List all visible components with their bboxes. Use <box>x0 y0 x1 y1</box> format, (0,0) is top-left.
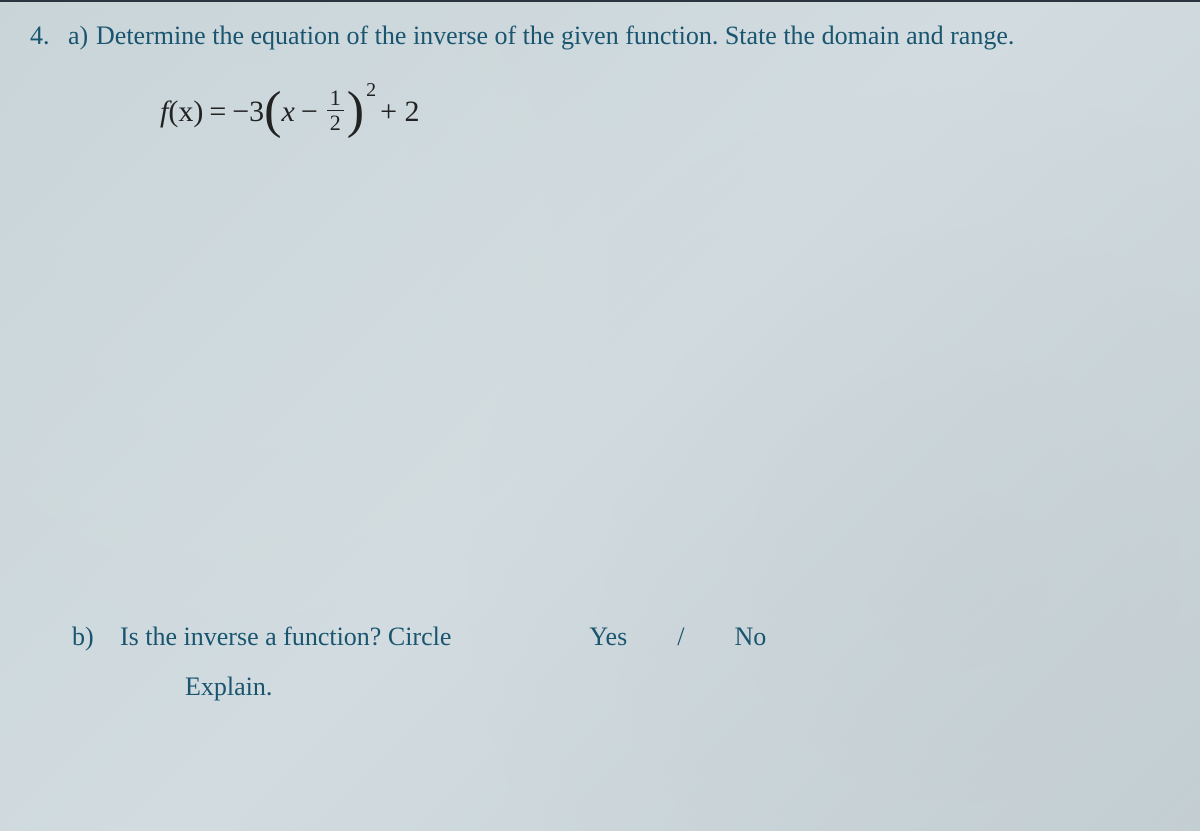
formula-lparen: ( <box>264 90 281 132</box>
option-slash: / <box>677 622 684 652</box>
page-content: 4. a) Determine the equation of the inve… <box>0 0 1200 831</box>
part-b-text: Is the inverse a function? Circle <box>120 622 451 652</box>
option-no[interactable]: No <box>734 622 766 652</box>
formula: f (x) = −3 ( x − 1 2 ) 2 + 2 <box>160 82 1170 142</box>
option-yes[interactable]: Yes <box>589 622 627 652</box>
work-space <box>30 142 1170 622</box>
question-header: 4. a) Determine the equation of the inve… <box>30 18 1170 54</box>
question-number: 4. <box>30 18 68 54</box>
part-b-letter: b) <box>72 622 102 652</box>
formula-exponent: 2 <box>366 79 376 102</box>
formula-fraction-num: 1 <box>327 87 344 111</box>
part-a-text: Determine the equation of the inverse of… <box>96 18 1170 54</box>
formula-minus: − <box>301 95 318 129</box>
formula-equals: = <box>209 95 226 129</box>
formula-coeff: −3 <box>232 95 264 129</box>
formula-of-x: (x) <box>168 95 203 129</box>
formula-var: x <box>282 95 295 129</box>
part-b-row: b) Is the inverse a function? Circle Yes… <box>72 622 1170 652</box>
formula-rparen: ) <box>347 90 364 132</box>
formula-fraction-den: 2 <box>327 111 344 134</box>
formula-f: f <box>160 95 168 129</box>
part-a-letter: a) <box>68 18 96 54</box>
yes-no-group: Yes / No <box>589 622 766 652</box>
formula-fraction: 1 2 <box>327 87 344 134</box>
formula-plus-two: + 2 <box>380 95 419 129</box>
explain-label: Explain. <box>185 672 1170 702</box>
